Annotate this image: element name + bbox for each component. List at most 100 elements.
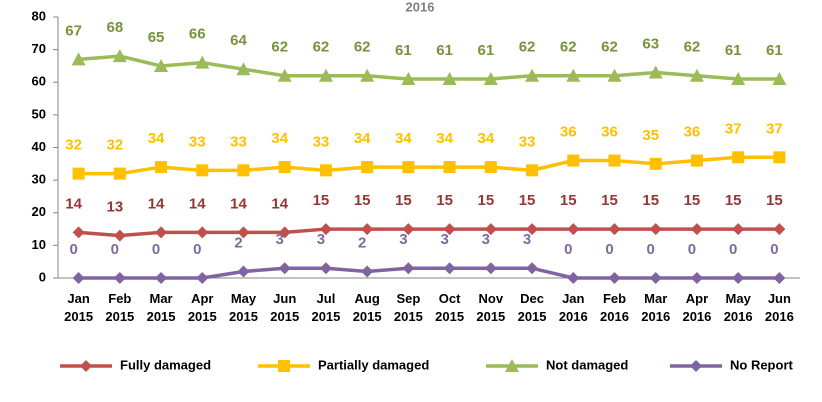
- data-label: 32: [106, 137, 123, 154]
- point: [113, 229, 126, 242]
- data-label: 3: [482, 231, 490, 248]
- data-label: 34: [477, 130, 494, 147]
- data-label: 61: [395, 42, 412, 59]
- legend-marker: [80, 360, 92, 372]
- data-label: 14: [230, 195, 247, 212]
- y-tick-label: 40: [32, 139, 46, 154]
- point: [484, 223, 497, 236]
- point: [72, 167, 85, 180]
- point: [649, 272, 662, 284]
- point: [608, 223, 621, 236]
- data-label: 15: [684, 192, 701, 209]
- point: [72, 272, 85, 284]
- point: [402, 223, 415, 236]
- point: [113, 272, 126, 284]
- data-label: 36: [601, 124, 618, 141]
- point: [278, 226, 291, 239]
- y-tick-label: 60: [32, 74, 46, 89]
- point: [608, 154, 621, 167]
- y-tick-label: 50: [32, 106, 46, 121]
- point: [196, 226, 209, 239]
- data-label: 3: [523, 231, 531, 248]
- data-label: 0: [605, 241, 613, 258]
- x-tick-label: Jun 2015: [270, 291, 299, 324]
- x-tick-label: Mar 2016: [641, 291, 670, 324]
- point: [155, 226, 168, 239]
- data-label: 0: [111, 241, 119, 258]
- data-label: 15: [519, 192, 536, 209]
- x-tick-label: Jun 2016: [765, 291, 794, 324]
- point: [773, 272, 786, 284]
- x-tick-label: Mar 2015: [147, 291, 176, 324]
- data-label: 33: [313, 133, 330, 150]
- data-label: 34: [395, 130, 412, 147]
- x-tick-label: Jul 2015: [311, 291, 340, 324]
- data-label: 62: [354, 39, 371, 56]
- legend-label: Partially damaged: [318, 357, 429, 372]
- point: [360, 68, 375, 82]
- data-label: 3: [276, 231, 284, 248]
- point: [690, 223, 703, 236]
- data-label: 34: [271, 130, 288, 147]
- point: [443, 161, 456, 174]
- data-label: 3: [399, 231, 407, 248]
- data-label: 67: [65, 22, 82, 39]
- point: [567, 154, 580, 167]
- point: [526, 164, 539, 177]
- point: [361, 265, 374, 278]
- point: [196, 164, 209, 177]
- point: [732, 151, 745, 164]
- data-label: 15: [436, 192, 453, 209]
- y-tick-label: 10: [32, 237, 46, 252]
- point: [236, 62, 251, 76]
- point: [567, 223, 580, 236]
- data-label: 62: [313, 39, 330, 56]
- point: [649, 223, 662, 236]
- point: [772, 71, 787, 85]
- point: [608, 272, 621, 284]
- data-label: 62: [684, 39, 701, 56]
- data-label: 3: [440, 231, 448, 248]
- data-label: 15: [766, 192, 783, 209]
- data-label: 62: [601, 39, 618, 56]
- point: [773, 223, 786, 236]
- x-tick-label: Feb 2015: [105, 291, 134, 324]
- point: [402, 262, 415, 275]
- data-label: 36: [560, 124, 577, 141]
- series-line: [78, 266, 780, 280]
- point: [690, 272, 703, 284]
- data-label: 0: [647, 241, 655, 258]
- point: [401, 71, 416, 85]
- point: [319, 223, 332, 236]
- point: [112, 49, 127, 63]
- data-label: 15: [395, 192, 412, 209]
- legend-marker: [505, 359, 519, 372]
- data-label: 0: [564, 241, 572, 258]
- point: [690, 154, 703, 167]
- y-tick-label: 30: [32, 172, 46, 187]
- data-label: 36: [684, 124, 701, 141]
- data-label: 65: [148, 29, 165, 46]
- data-label: 62: [271, 39, 288, 56]
- point: [731, 71, 746, 85]
- data-label: 14: [148, 195, 165, 212]
- data-label: 62: [560, 39, 577, 56]
- data-label: 15: [642, 192, 659, 209]
- point: [319, 164, 332, 177]
- series-line: [78, 227, 780, 238]
- data-label: 3: [317, 231, 325, 248]
- x-tick-label: May 2016: [724, 291, 753, 324]
- data-label: 33: [519, 133, 536, 150]
- data-label: 61: [436, 42, 453, 59]
- point: [402, 161, 415, 174]
- y-tick-label: 80: [32, 8, 46, 23]
- chart-title: 2016: [406, 0, 435, 14]
- data-label: 33: [189, 133, 206, 150]
- data-label: 66: [189, 26, 206, 43]
- x-tick-label: Oct 2015: [435, 291, 464, 324]
- data-label: 15: [354, 192, 371, 209]
- point: [526, 223, 539, 236]
- data-label: 34: [148, 130, 165, 147]
- point: [361, 161, 374, 174]
